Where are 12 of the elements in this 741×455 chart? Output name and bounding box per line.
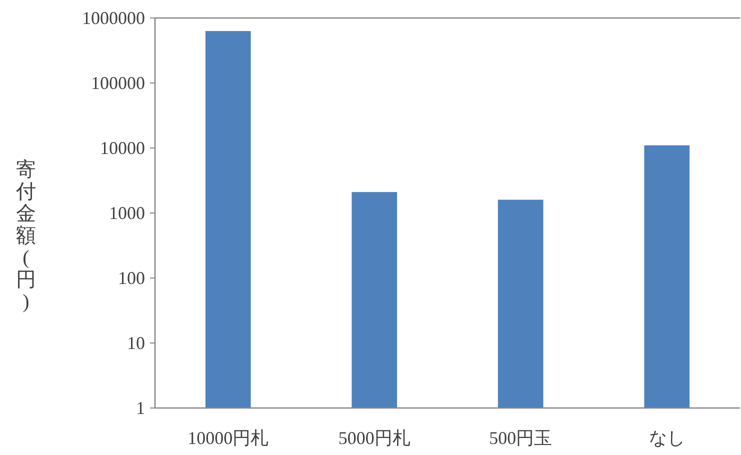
y-tick-label: 1000000 [82, 8, 145, 28]
y-tick-label: 100000 [91, 73, 145, 93]
y-tick-label: 100 [118, 268, 145, 288]
y-tick-label: 1 [136, 398, 145, 418]
y-tick-label: 10000 [100, 138, 145, 158]
x-tick-label: 10000円札 [188, 428, 269, 448]
x-tick-label: なし [648, 428, 685, 448]
y-tick-label: 1000 [109, 203, 145, 223]
x-tick-label: 500円玉 [489, 428, 552, 448]
x-tick-label: 5000円札 [338, 428, 410, 448]
y-axis-title: 寄付金額(円) [15, 158, 36, 313]
y-tick-label: 10 [127, 333, 145, 353]
